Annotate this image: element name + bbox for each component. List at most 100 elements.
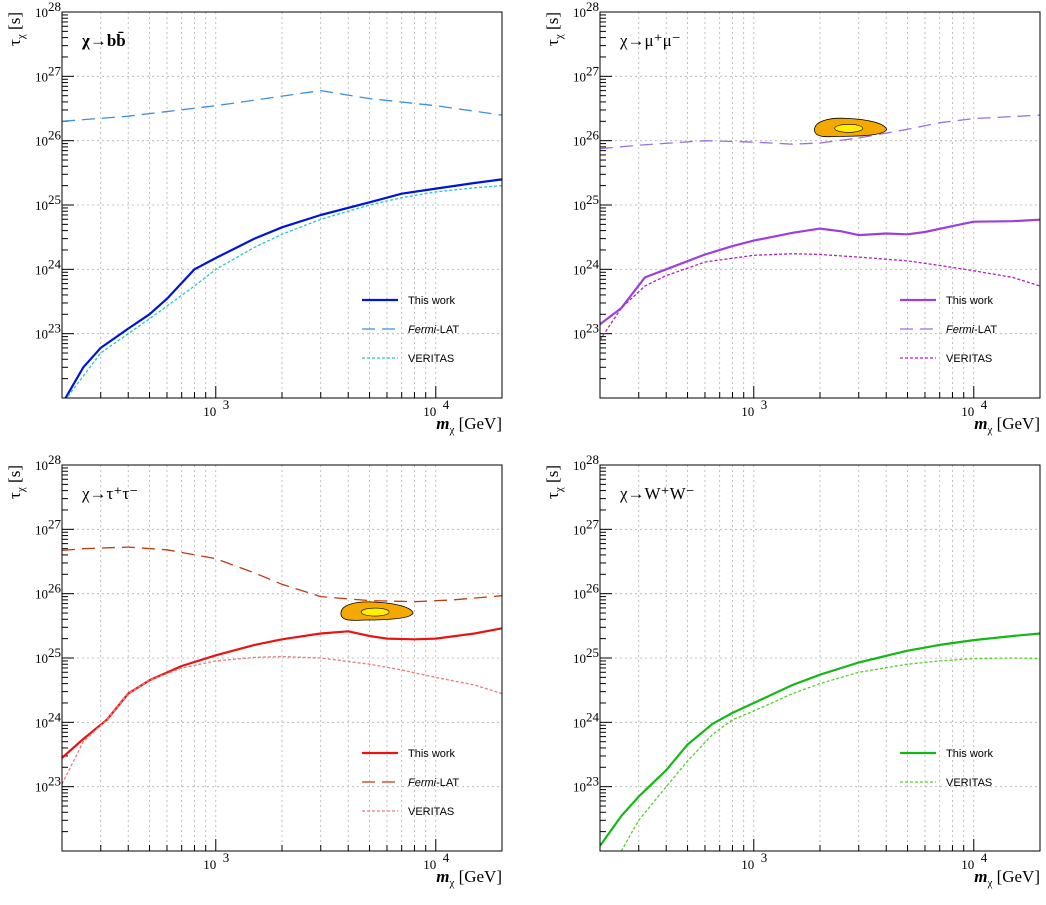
plot-frame xyxy=(61,11,503,399)
x-axis-label: mχ [GeV] xyxy=(436,414,502,436)
x-tick-exponent: 3 xyxy=(223,850,230,865)
y-tick-label: 10 xyxy=(573,651,586,666)
best-fit-contour xyxy=(340,601,414,621)
y-tick-label: 10 xyxy=(35,69,48,84)
plot-frame xyxy=(599,11,1041,399)
y-tick-label: 10 xyxy=(573,5,586,20)
series-line-fermi-lat xyxy=(62,546,502,603)
best-fit-contour xyxy=(814,117,888,138)
x-tick-label: 10 xyxy=(961,404,974,419)
x-tick-label: 10 xyxy=(741,857,754,872)
y-tick-exponent: 25 xyxy=(48,645,61,660)
y-tick-label: 10 xyxy=(35,651,48,666)
y-axis-label: τχ [s] xyxy=(543,12,565,46)
x-tick-exponent: 3 xyxy=(761,850,768,865)
series-line-veritas xyxy=(600,253,1040,341)
series-line-this-work xyxy=(600,218,1040,326)
legend-label: VERITAS xyxy=(946,777,992,789)
x-tick-exponent: 4 xyxy=(981,850,988,865)
y-tick-label: 10 xyxy=(35,5,48,20)
x-tick-label: 10 xyxy=(741,404,754,419)
panel-title: χ→W⁺W⁻ xyxy=(619,484,695,503)
y-tick-exponent: 23 xyxy=(586,321,599,336)
y-tick-label: 10 xyxy=(573,198,586,213)
legend: This work Fermi-LAT VERITAS xyxy=(362,295,459,365)
y-tick-exponent: 26 xyxy=(48,581,62,596)
contour-inner xyxy=(360,607,390,617)
x-tick-label: 10 xyxy=(203,404,216,419)
grid xyxy=(600,12,1040,398)
series-line-veritas xyxy=(65,184,502,398)
grid xyxy=(600,465,1040,851)
legend-label: VERITAS xyxy=(408,353,454,365)
y-tick-label: 10 xyxy=(573,134,586,149)
y-tick-exponent: 28 xyxy=(48,0,61,14)
x-tick-label: 10 xyxy=(423,857,436,872)
y-tick-exponent: 28 xyxy=(586,0,599,14)
x-tick-label: 10 xyxy=(203,857,216,872)
y-tick-exponent: 23 xyxy=(48,321,61,336)
y-axis-label: τχ [s] xyxy=(5,465,27,499)
y-tick-label: 10 xyxy=(573,587,586,602)
legend: This work Fermi-LAT VERITAS xyxy=(900,295,997,365)
y-tick-exponent: 25 xyxy=(586,645,599,660)
y-tick-exponent: 28 xyxy=(48,452,61,467)
y-tick-exponent: 27 xyxy=(586,516,600,531)
y-tick-exponent: 27 xyxy=(48,63,62,78)
legend-label: This work xyxy=(946,295,994,307)
x-tick-exponent: 3 xyxy=(223,397,230,412)
legend-label: This work xyxy=(408,748,456,760)
series-line-fermi-lat xyxy=(600,114,1040,150)
panel-title: χ→τ⁺τ⁻ xyxy=(81,484,138,503)
y-tick-label: 10 xyxy=(35,587,48,602)
y-tick-label: 10 xyxy=(35,715,48,730)
y-tick-label: 10 xyxy=(573,780,586,795)
legend-label: VERITAS xyxy=(408,806,454,818)
y-tick-exponent: 28 xyxy=(586,452,599,467)
y-tick-label: 10 xyxy=(573,715,586,730)
y-tick-exponent: 23 xyxy=(586,774,599,789)
contour-inner xyxy=(834,124,863,133)
y-tick-exponent: 25 xyxy=(48,192,61,207)
plot-frame xyxy=(599,464,1041,852)
y-tick-label: 10 xyxy=(35,327,48,342)
plot-frame xyxy=(61,464,503,852)
x-tick-exponent: 4 xyxy=(443,850,450,865)
y-tick-exponent: 25 xyxy=(586,192,599,207)
y-tick-label: 10 xyxy=(35,134,48,149)
series-line-this-work xyxy=(64,178,502,398)
series-line-this-work xyxy=(62,627,502,759)
x-tick-exponent: 4 xyxy=(443,397,450,412)
y-tick-exponent: 26 xyxy=(586,128,600,143)
panel-title: χ→bb̄ xyxy=(81,31,126,50)
y-tick-label: 10 xyxy=(573,327,586,342)
y-tick-label: 10 xyxy=(35,198,48,213)
legend-label: VERITAS xyxy=(946,353,992,365)
legend: This work Fermi-LAT VERITAS xyxy=(362,748,459,818)
y-tick-label: 10 xyxy=(35,458,48,473)
y-tick-exponent: 27 xyxy=(586,63,600,78)
y-tick-label: 10 xyxy=(573,262,586,277)
legend-label: Fermi-LAT xyxy=(408,777,459,789)
y-tick-exponent: 26 xyxy=(48,128,62,143)
grid xyxy=(62,12,502,398)
x-tick-label: 10 xyxy=(423,404,436,419)
series-line-veritas xyxy=(62,655,502,785)
y-tick-label: 10 xyxy=(573,522,586,537)
panel-title: χ→μ⁺μ⁻ xyxy=(619,31,681,50)
legend-label: This work xyxy=(946,748,994,760)
x-tick-exponent: 4 xyxy=(981,397,988,412)
y-tick-label: 10 xyxy=(573,69,586,84)
legend-label: This work xyxy=(408,295,456,307)
x-tick-exponent: 3 xyxy=(761,397,768,412)
series-line-fermi-lat xyxy=(62,89,502,122)
y-tick-label: 10 xyxy=(35,262,48,277)
y-tick-label: 10 xyxy=(35,780,48,795)
y-tick-exponent: 23 xyxy=(48,774,61,789)
y-axis-label: τχ [s] xyxy=(5,12,27,46)
